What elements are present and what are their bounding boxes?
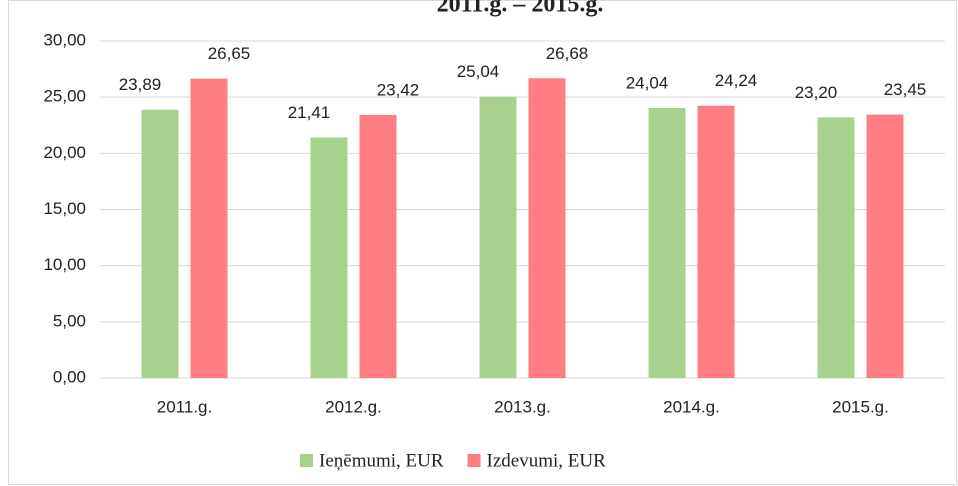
- legend-swatch: [467, 454, 481, 467]
- x-tick-label: 2011.g.: [157, 397, 212, 416]
- bar: [697, 105, 735, 378]
- chart-title: 2011.g. – 2015.g.: [437, 0, 604, 18]
- bar: [817, 117, 855, 379]
- bar: [190, 78, 228, 379]
- data-label: 24,04: [626, 73, 669, 92]
- bar: [648, 107, 686, 378]
- legend-swatch: [300, 454, 313, 467]
- bar: [141, 109, 179, 378]
- legend-label: Ieņēmumi, EUR: [319, 450, 444, 471]
- legend-label: Izdevumi, EUR: [487, 450, 607, 471]
- y-tick-label: 5,00: [53, 311, 86, 330]
- bar: [310, 137, 348, 378]
- y-tick-label: 10,00: [43, 255, 86, 274]
- data-label: 23,42: [377, 80, 420, 99]
- y-tick-label: 30,00: [43, 30, 86, 49]
- data-label: 23,89: [119, 75, 162, 94]
- y-tick-label: 15,00: [43, 199, 86, 218]
- bar: [528, 78, 566, 378]
- data-label: 21,41: [288, 103, 331, 122]
- x-tick-label: 2015.g.: [832, 397, 889, 416]
- y-tick-label: 20,00: [43, 143, 86, 162]
- x-tick-label: 2012.g.: [325, 397, 382, 416]
- x-tick-label: 2013.g.: [494, 397, 551, 416]
- data-label: 24,24: [715, 71, 758, 90]
- data-label: 23,45: [884, 80, 927, 99]
- data-label: 26,65: [208, 44, 251, 63]
- chart-frame: [8, 0, 957, 485]
- bar: [866, 114, 904, 378]
- bar: [359, 114, 397, 378]
- x-tick-label: 2014.g.: [663, 397, 720, 416]
- y-tick-label: 25,00: [43, 87, 86, 106]
- data-label: 26,68: [546, 44, 589, 63]
- bar: [479, 96, 517, 378]
- y-tick-label: 0,00: [53, 367, 86, 386]
- data-label: 25,04: [457, 62, 500, 81]
- data-label: 23,20: [795, 83, 838, 102]
